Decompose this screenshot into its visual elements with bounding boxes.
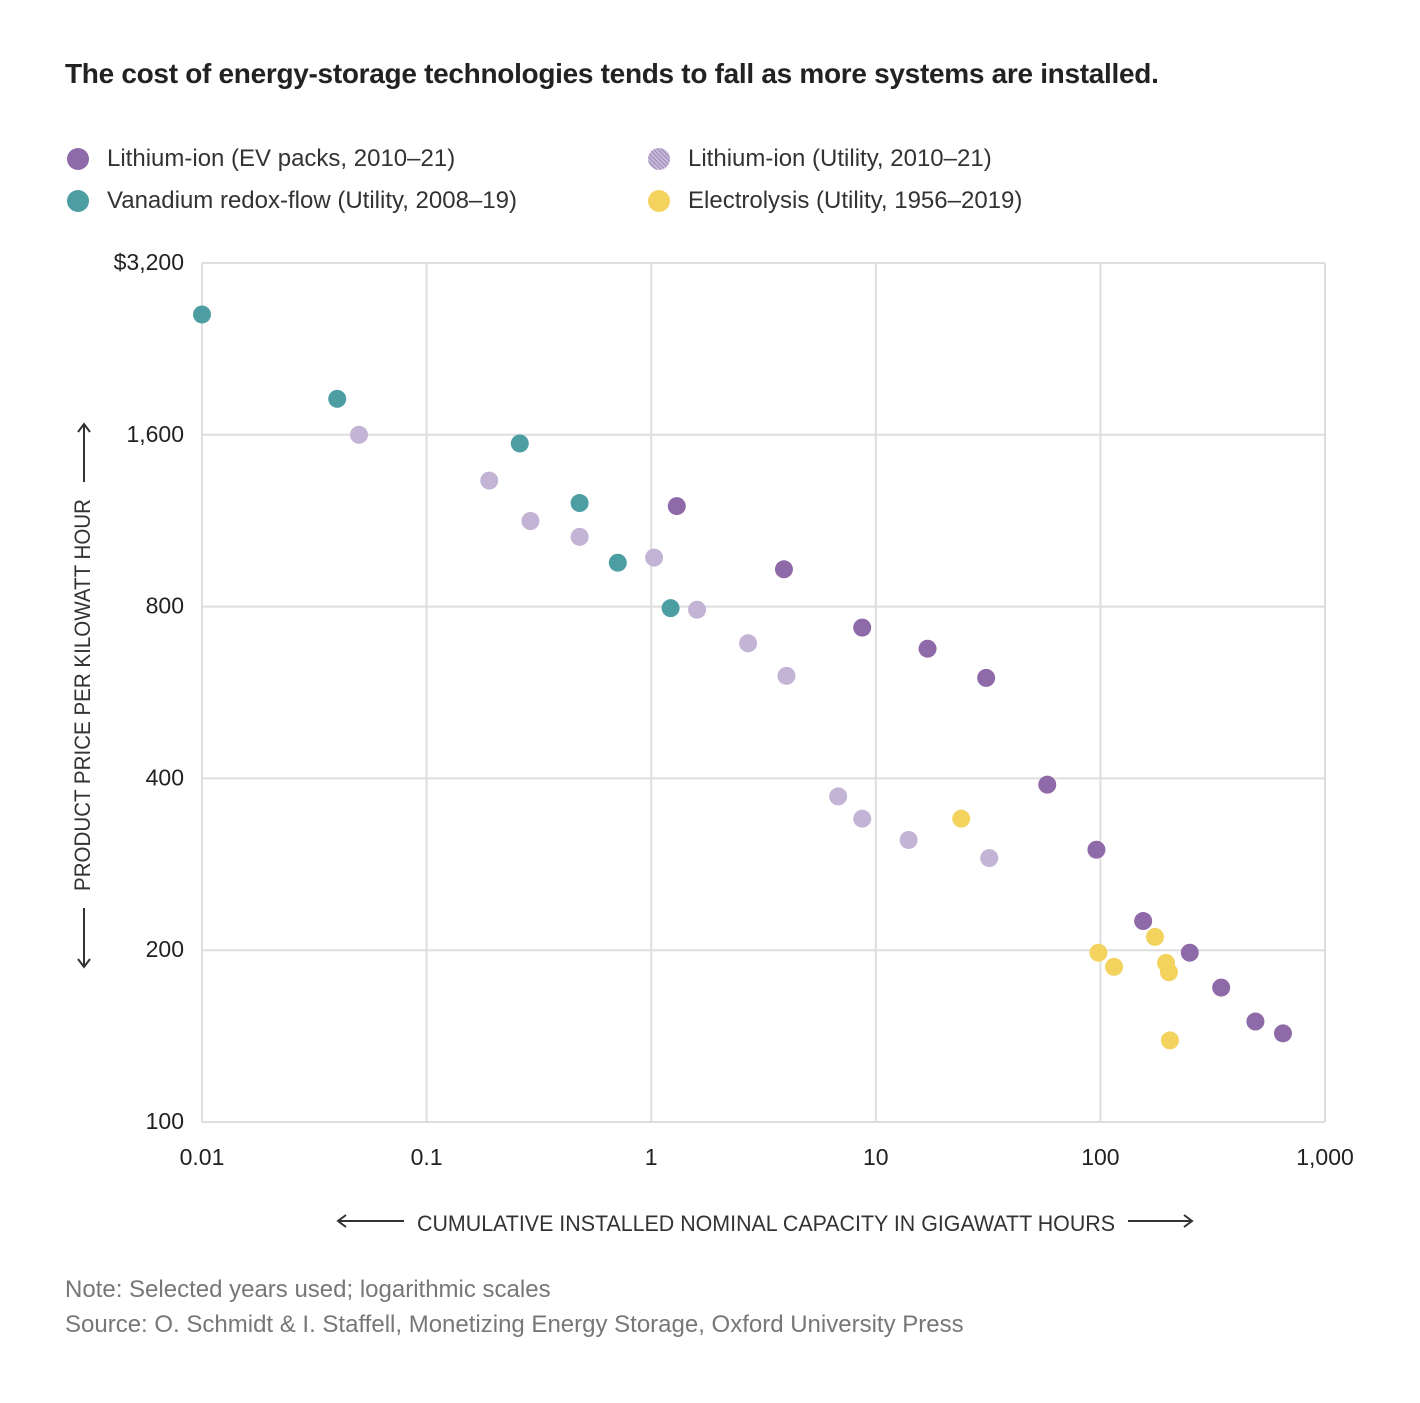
legend-item-li-utility: Lithium-ion (Utility, 2010–21) — [648, 145, 992, 173]
point-series-0-1 — [774, 560, 793, 579]
point-series-1-1 — [480, 471, 499, 490]
y-axis-arrow-up — [77, 422, 91, 482]
y-axis-arrow-down — [77, 908, 91, 969]
point-series-3-2 — [1105, 957, 1124, 976]
point-series-1-8 — [829, 787, 848, 806]
legend-label-vanadium: Vanadium redox-flow (Utility, 2008–19) — [107, 187, 517, 214]
point-series-1-11 — [980, 849, 999, 868]
footer-note: Note: Selected years used; logarithmic s… — [65, 1276, 551, 1303]
legend-item-li-ev: Lithium-ion (EV packs, 2010–21) — [67, 145, 455, 173]
point-series-3-1 — [1089, 943, 1108, 962]
data-points — [193, 305, 1292, 1050]
point-series-2-2 — [510, 434, 529, 453]
y-tick-label: $3,200 — [114, 249, 184, 275]
point-series-0-8 — [1180, 943, 1199, 962]
legend-item-electrolysis: Electrolysis (Utility, 1956–2019) — [648, 187, 1022, 215]
x-tick-label: 0.1 — [411, 1144, 443, 1170]
legend-label-li-ev: Lithium-ion (EV packs, 2010–21) — [107, 145, 456, 172]
legend-dot-vanadium — [67, 190, 89, 212]
point-series-2-1 — [328, 389, 347, 408]
point-series-1-6 — [739, 634, 758, 653]
legend-label-electrolysis: Electrolysis (Utility, 1956–2019) — [688, 187, 1023, 214]
point-series-1-3 — [570, 527, 589, 546]
y-axis-label: PRODUCT PRICE PER KILOWATT HOUR — [70, 499, 95, 891]
point-series-0-2 — [853, 618, 872, 637]
point-series-0-9 — [1212, 978, 1231, 997]
y-tick-labels: 100 200 400 800 1,600 $3,200 — [114, 249, 184, 1134]
y-tick-label: 200 — [146, 936, 184, 962]
legend-label-li-utility: Lithium-ion (Utility, 2010–21) — [688, 145, 992, 172]
point-series-1-0 — [349, 425, 368, 444]
footer-source: Source: O. Schmidt & I. Staffell, Moneti… — [65, 1311, 964, 1338]
point-series-1-10 — [899, 830, 918, 849]
y-tick-label: 1,600 — [126, 421, 184, 447]
x-tick-label: 1,000 — [1296, 1144, 1354, 1170]
point-series-2-3 — [570, 494, 589, 513]
x-axis-label: CUMULATIVE INSTALLED NOMINAL CAPACITY IN… — [417, 1211, 1115, 1236]
point-series-3-6 — [1160, 1031, 1179, 1050]
point-series-3-5 — [1159, 963, 1178, 982]
point-series-0-7 — [1134, 912, 1153, 931]
point-series-1-4 — [645, 548, 664, 567]
x-axis-arrow-right — [1128, 1214, 1194, 1228]
legend-dot-li-utility — [648, 148, 670, 170]
point-series-0-3 — [918, 639, 937, 658]
point-series-0-0 — [667, 497, 686, 516]
point-series-0-11 — [1273, 1024, 1292, 1043]
point-series-1-5 — [688, 600, 707, 619]
grid-lines — [201, 262, 1326, 1123]
x-tick-label: 10 — [863, 1144, 889, 1170]
point-series-1-9 — [853, 809, 872, 828]
point-series-1-2 — [521, 512, 540, 531]
point-series-0-5 — [1038, 775, 1057, 794]
point-series-2-0 — [193, 305, 211, 324]
legend-dot-li-ev — [67, 148, 89, 170]
point-series-0-4 — [977, 668, 996, 687]
legend-item-vanadium: Vanadium redox-flow (Utility, 2008–19) — [67, 187, 517, 215]
x-tick-labels: 0.01 0.1 1 10 100 1,000 — [180, 1144, 1354, 1170]
y-tick-label: 100 — [146, 1108, 184, 1134]
point-series-2-4 — [608, 553, 627, 572]
y-tick-label: 400 — [146, 764, 184, 790]
point-series-2-5 — [661, 599, 680, 618]
x-tick-label: 0.01 — [180, 1144, 225, 1170]
x-tick-label: 100 — [1081, 1144, 1119, 1170]
y-tick-label: 800 — [146, 593, 184, 619]
legend-dot-electrolysis — [648, 190, 670, 212]
point-series-3-0 — [952, 809, 971, 828]
x-tick-label: 1 — [645, 1144, 658, 1170]
axis-labels: PRODUCT PRICE PER KILOWATT HOUR CUMULATI… — [70, 422, 1194, 1236]
point-series-3-3 — [1145, 927, 1164, 946]
point-series-0-10 — [1246, 1012, 1265, 1031]
x-axis-arrow-left — [336, 1214, 404, 1228]
point-series-0-6 — [1087, 840, 1106, 859]
scatter-chart: 100 200 400 800 1,600 $3,200 0.01 0.1 1 10 100 1,0… — [70, 249, 1354, 1236]
chart-title: The cost of energy-storage technologies … — [65, 58, 1159, 89]
point-series-1-7 — [777, 666, 796, 685]
